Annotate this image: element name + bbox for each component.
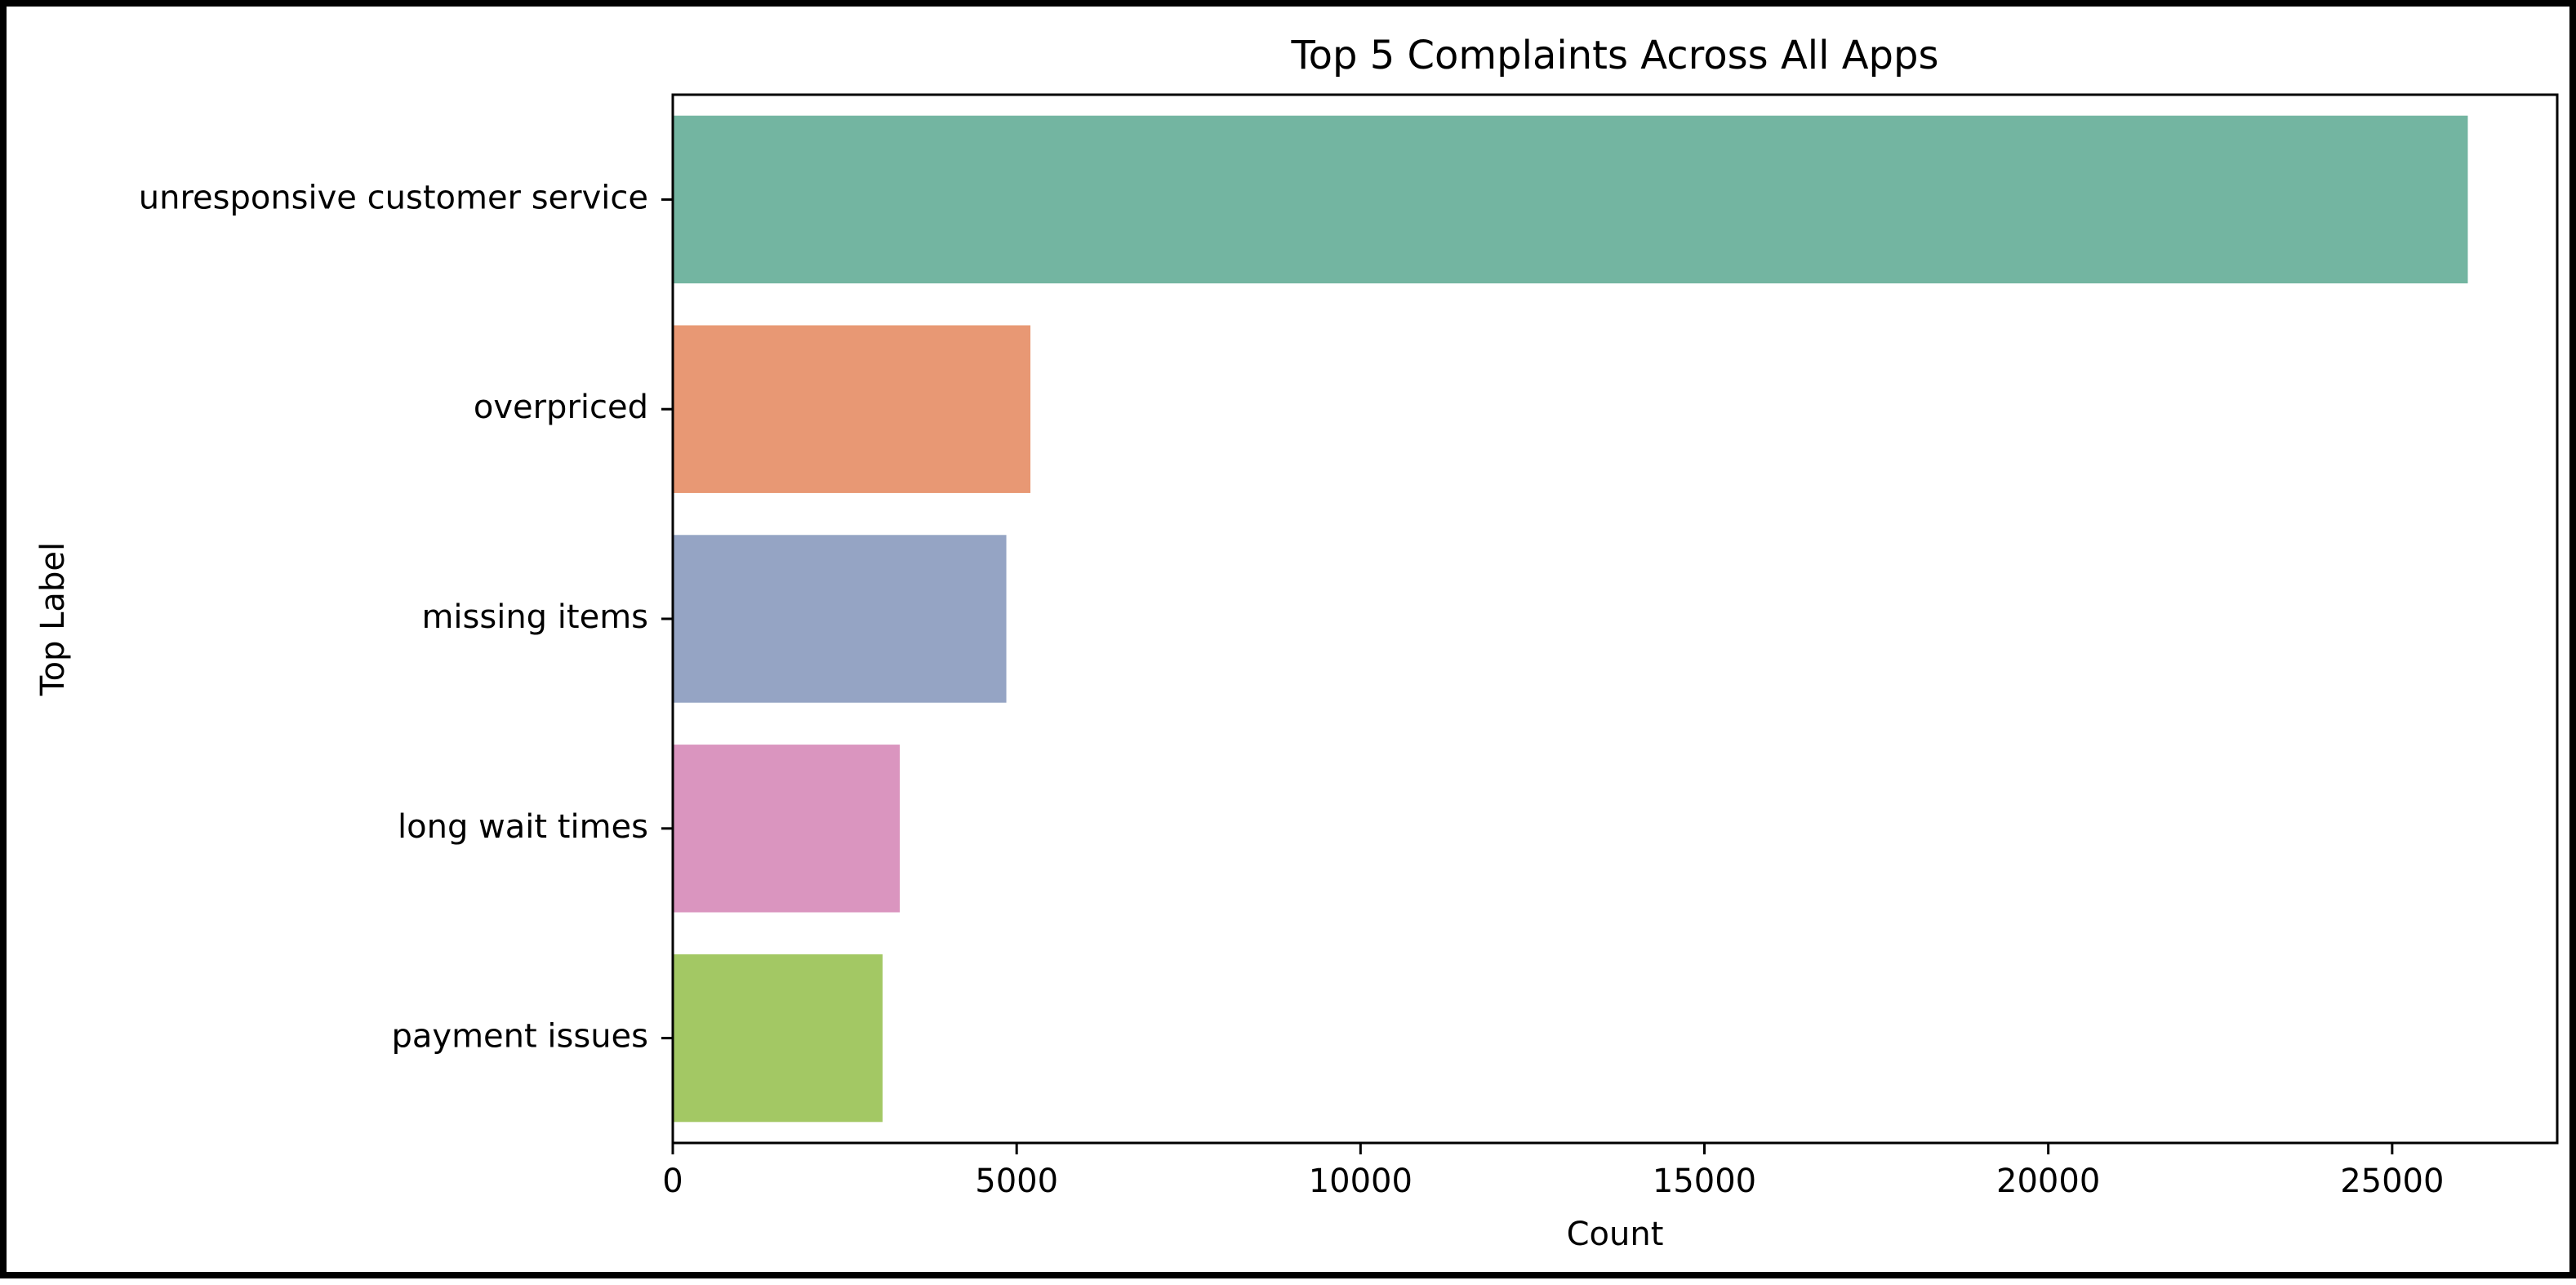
y-tick-label-4: long wait times: [398, 808, 648, 846]
bar-chart: Top 5 Complaints Across All Apps unrespo…: [34, 33, 2559, 1253]
bars-layer: [673, 115, 2468, 1123]
x-axis: 0 5000 10000 15000 20000 25000: [662, 1143, 2444, 1200]
y-axis-title: Top Label: [34, 542, 72, 696]
chart-title: Top 5 Complaints Across All Apps: [1290, 33, 1938, 78]
y-tick-label-2: overpriced: [474, 389, 648, 426]
x-tick-label-2: 5000: [975, 1163, 1058, 1200]
x-axis-title: Count: [1567, 1216, 1664, 1253]
bar-5: [673, 954, 883, 1123]
bar-1: [673, 115, 2468, 284]
bar-2: [673, 325, 1031, 493]
bar-3: [673, 535, 1007, 703]
x-tick-label-5: 20000: [1996, 1163, 2100, 1200]
y-tick-label-5: payment issues: [392, 1018, 649, 1056]
y-tick-label-1: unresponsive customer service: [139, 179, 648, 216]
bar-4: [673, 745, 900, 913]
x-tick-label-1: 0: [662, 1163, 683, 1200]
x-tick-label-6: 25000: [2340, 1163, 2444, 1200]
x-tick-label-4: 15000: [1653, 1163, 1756, 1200]
y-tick-label-3: missing items: [421, 598, 648, 636]
x-tick-label-3: 10000: [1309, 1163, 1413, 1200]
y-axis: unresponsive customer service overpriced m…: [139, 179, 673, 1056]
